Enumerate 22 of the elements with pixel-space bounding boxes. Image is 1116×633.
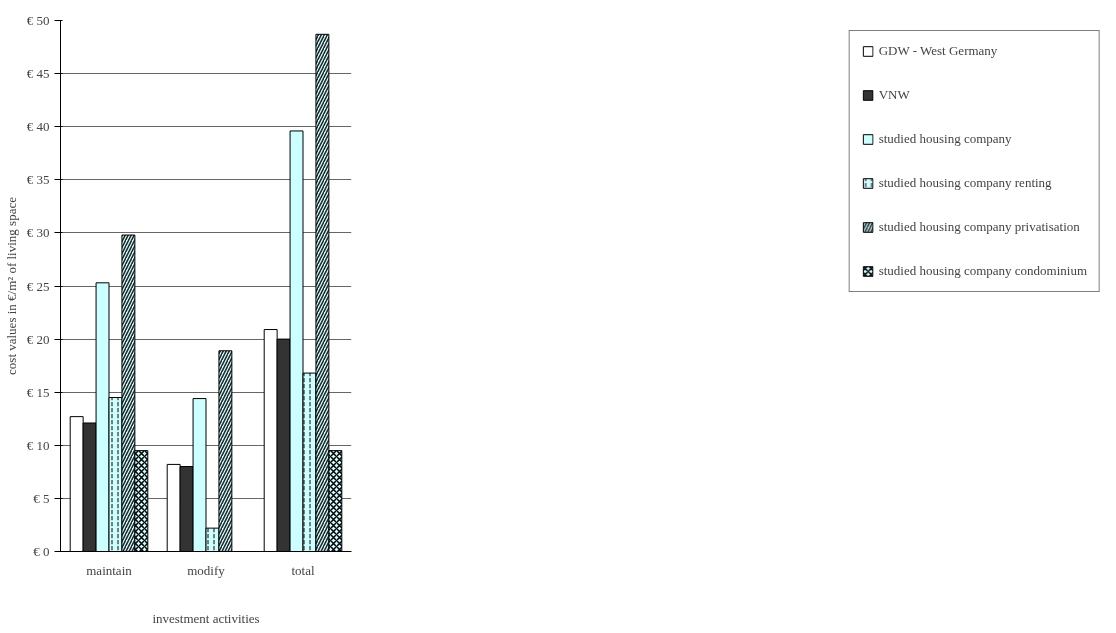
legend-label: studied housing company renting xyxy=(878,175,1052,191)
y-tick-label: € 45 xyxy=(26,66,50,82)
y-tick-label: € 15 xyxy=(26,384,50,400)
y-tick-label: € 20 xyxy=(26,331,50,347)
y-tick-label: € 0 xyxy=(33,544,50,559)
y-tick-label: € 25 xyxy=(26,278,50,294)
x-tick-label: maintain xyxy=(86,562,133,578)
y-tick-label: € 40 xyxy=(26,119,50,135)
x-tick-label: modify xyxy=(187,562,226,578)
legend-label: studied housing company xyxy=(878,131,1012,147)
legend-label: GDW - West Germany xyxy=(878,43,998,59)
x-tick-label: total xyxy=(291,562,315,578)
y-tick-label: € 5 xyxy=(33,490,50,506)
legend-label: studied housing company privatisation xyxy=(878,219,1080,235)
y-tick-label: € 35 xyxy=(26,172,50,188)
legend-label: studied housing company condominium xyxy=(878,263,1087,279)
y-tick-label: € 30 xyxy=(26,225,50,241)
x-axis-title: investment activities xyxy=(152,610,260,626)
y-tick-label: € 10 xyxy=(26,437,50,453)
y-tick-label: € 50 xyxy=(26,13,50,28)
legend-label: VNW xyxy=(878,87,910,103)
y-axis-title: cost values in €/m² of living space xyxy=(3,196,19,375)
